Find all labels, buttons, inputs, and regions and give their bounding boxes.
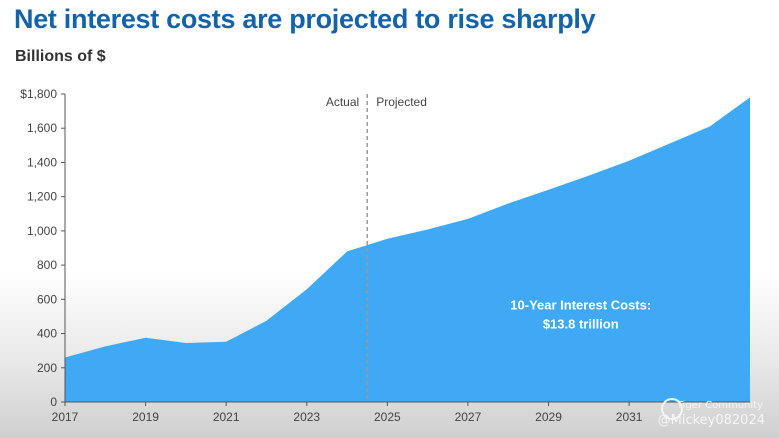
watermark-user: @Mickey082024 [657,413,765,428]
x-tick-label: 2029 [535,410,562,424]
y-tick-label: 1,200 [27,190,57,204]
watermark-site: Tiger Community [676,400,763,411]
annotation-line-2: $13.8 trillion [543,317,619,332]
y-tick-label: 1,600 [27,121,57,135]
projected-label: Projected [376,95,427,109]
x-tick-label: 2017 [52,410,79,424]
chart-title: Net interest costs are projected to rise… [14,4,596,34]
y-tick-label: $1,800 [20,87,57,101]
y-ticks: 0 200 400 600 800 1,000 1,200 1,400 1,600 $1,800 [20,87,65,409]
area-layer [65,97,750,403]
x-tick-label: 2025 [374,410,401,424]
tiger-community-logo-icon [661,398,683,420]
annotation-line-1: 10-Year Interest Costs: [510,298,651,313]
y-tick-label: 1,000 [27,224,57,238]
x-tick-label: 2027 [455,410,482,424]
x-ticks: 2017 2019 2021 2023 2025 2027 2029 2031 [52,402,643,424]
x-tick-label: 2023 [293,410,320,424]
x-tick-label: 2031 [616,410,643,424]
watermark: Tiger Community @Mickey082024 [658,400,765,428]
y-tick-label: 600 [37,292,57,306]
y-tick-label: 0 [50,395,57,409]
chart-subtitle: Billions of $ [15,48,106,65]
y-tick-label: 800 [37,258,57,272]
x-tick-label: 2021 [213,410,240,424]
x-tick-label: 2019 [132,410,159,424]
y-tick-label: 200 [37,361,57,375]
y-tick-label: 1,400 [27,155,57,169]
y-tick-label: 400 [37,327,57,341]
axis-layer [64,94,750,403]
interest-cost-area [65,97,750,403]
actual-label: Actual [326,95,359,109]
